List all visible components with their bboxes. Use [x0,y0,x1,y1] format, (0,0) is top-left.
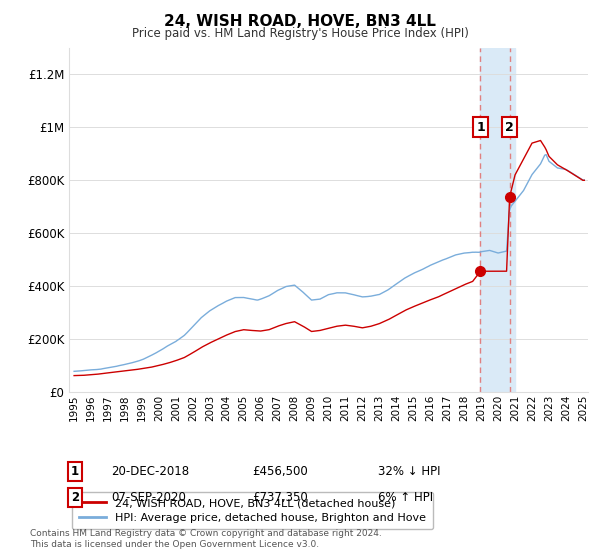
Text: 6% ↑ HPI: 6% ↑ HPI [378,491,433,504]
Text: 2: 2 [505,120,514,134]
Text: £737,350: £737,350 [252,491,308,504]
Text: 32% ↓ HPI: 32% ↓ HPI [378,465,440,478]
Text: Contains HM Land Registry data © Crown copyright and database right 2024.
This d: Contains HM Land Registry data © Crown c… [30,529,382,549]
Text: 07-SEP-2020: 07-SEP-2020 [111,491,186,504]
Text: 1: 1 [476,120,485,134]
Text: £456,500: £456,500 [252,465,308,478]
Text: 24, WISH ROAD, HOVE, BN3 4LL: 24, WISH ROAD, HOVE, BN3 4LL [164,14,436,29]
Text: 1: 1 [71,465,79,478]
Text: 20-DEC-2018: 20-DEC-2018 [111,465,189,478]
Bar [481,48,515,392]
Legend: 24, WISH ROAD, HOVE, BN3 4LL (detached house), HPI: Average price, detached hous: 24, WISH ROAD, HOVE, BN3 4LL (detached h… [72,492,433,529]
Text: Price paid vs. HM Land Registry's House Price Index (HPI): Price paid vs. HM Land Registry's House … [131,27,469,40]
Text: 2: 2 [71,491,79,504]
